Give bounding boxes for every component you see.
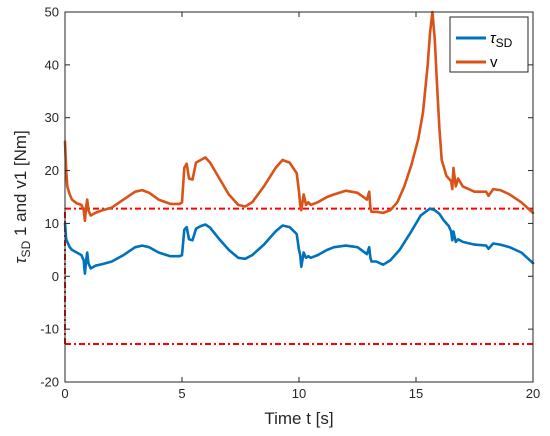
series-line-tau [63, 207, 535, 275]
legend-label-tau: τSD [490, 30, 513, 50]
x-tick-label: 10 [292, 386, 306, 401]
y-tick-label: 10 [45, 216, 59, 231]
legend: τSD v [449, 16, 529, 73]
series-line-v [63, 10, 535, 223]
y-tick-label: -20 [40, 375, 59, 390]
series-lines [63, 10, 535, 275]
legend-label-tau-subscript: SD [496, 36, 513, 50]
y-tick-label: 30 [45, 110, 59, 125]
legend-label-tau-symbol: τ [490, 30, 497, 47]
y-axis-label-symbol: τ [11, 256, 30, 264]
y-axis-label-subscript: SD [19, 240, 33, 257]
y-tick-label: -10 [40, 322, 59, 337]
y-tick-label: 40 [45, 57, 59, 72]
x-axis-ticks: 0 5 10 15 20 [61, 12, 540, 401]
y-tick-label: 0 [52, 269, 59, 284]
y-axis-label: τSD 1 and v1 [Nm] [11, 130, 33, 264]
x-tick-label: 15 [409, 386, 423, 401]
x-tick-label: 5 [178, 386, 185, 401]
legend-label-v: v [490, 54, 498, 71]
y-axis-ticks: -20 -10 0 10 20 30 40 50 [40, 5, 533, 390]
x-tick-label: 20 [526, 386, 540, 401]
y-tick-label: 20 [45, 163, 59, 178]
x-tick-label: 0 [61, 386, 68, 401]
legend-box [449, 16, 529, 73]
y-axis-label-rest: 1 and v1 [Nm] [11, 130, 30, 241]
x-axis-label: Time t [s] [264, 409, 333, 428]
y-tick-label: 50 [45, 5, 59, 20]
